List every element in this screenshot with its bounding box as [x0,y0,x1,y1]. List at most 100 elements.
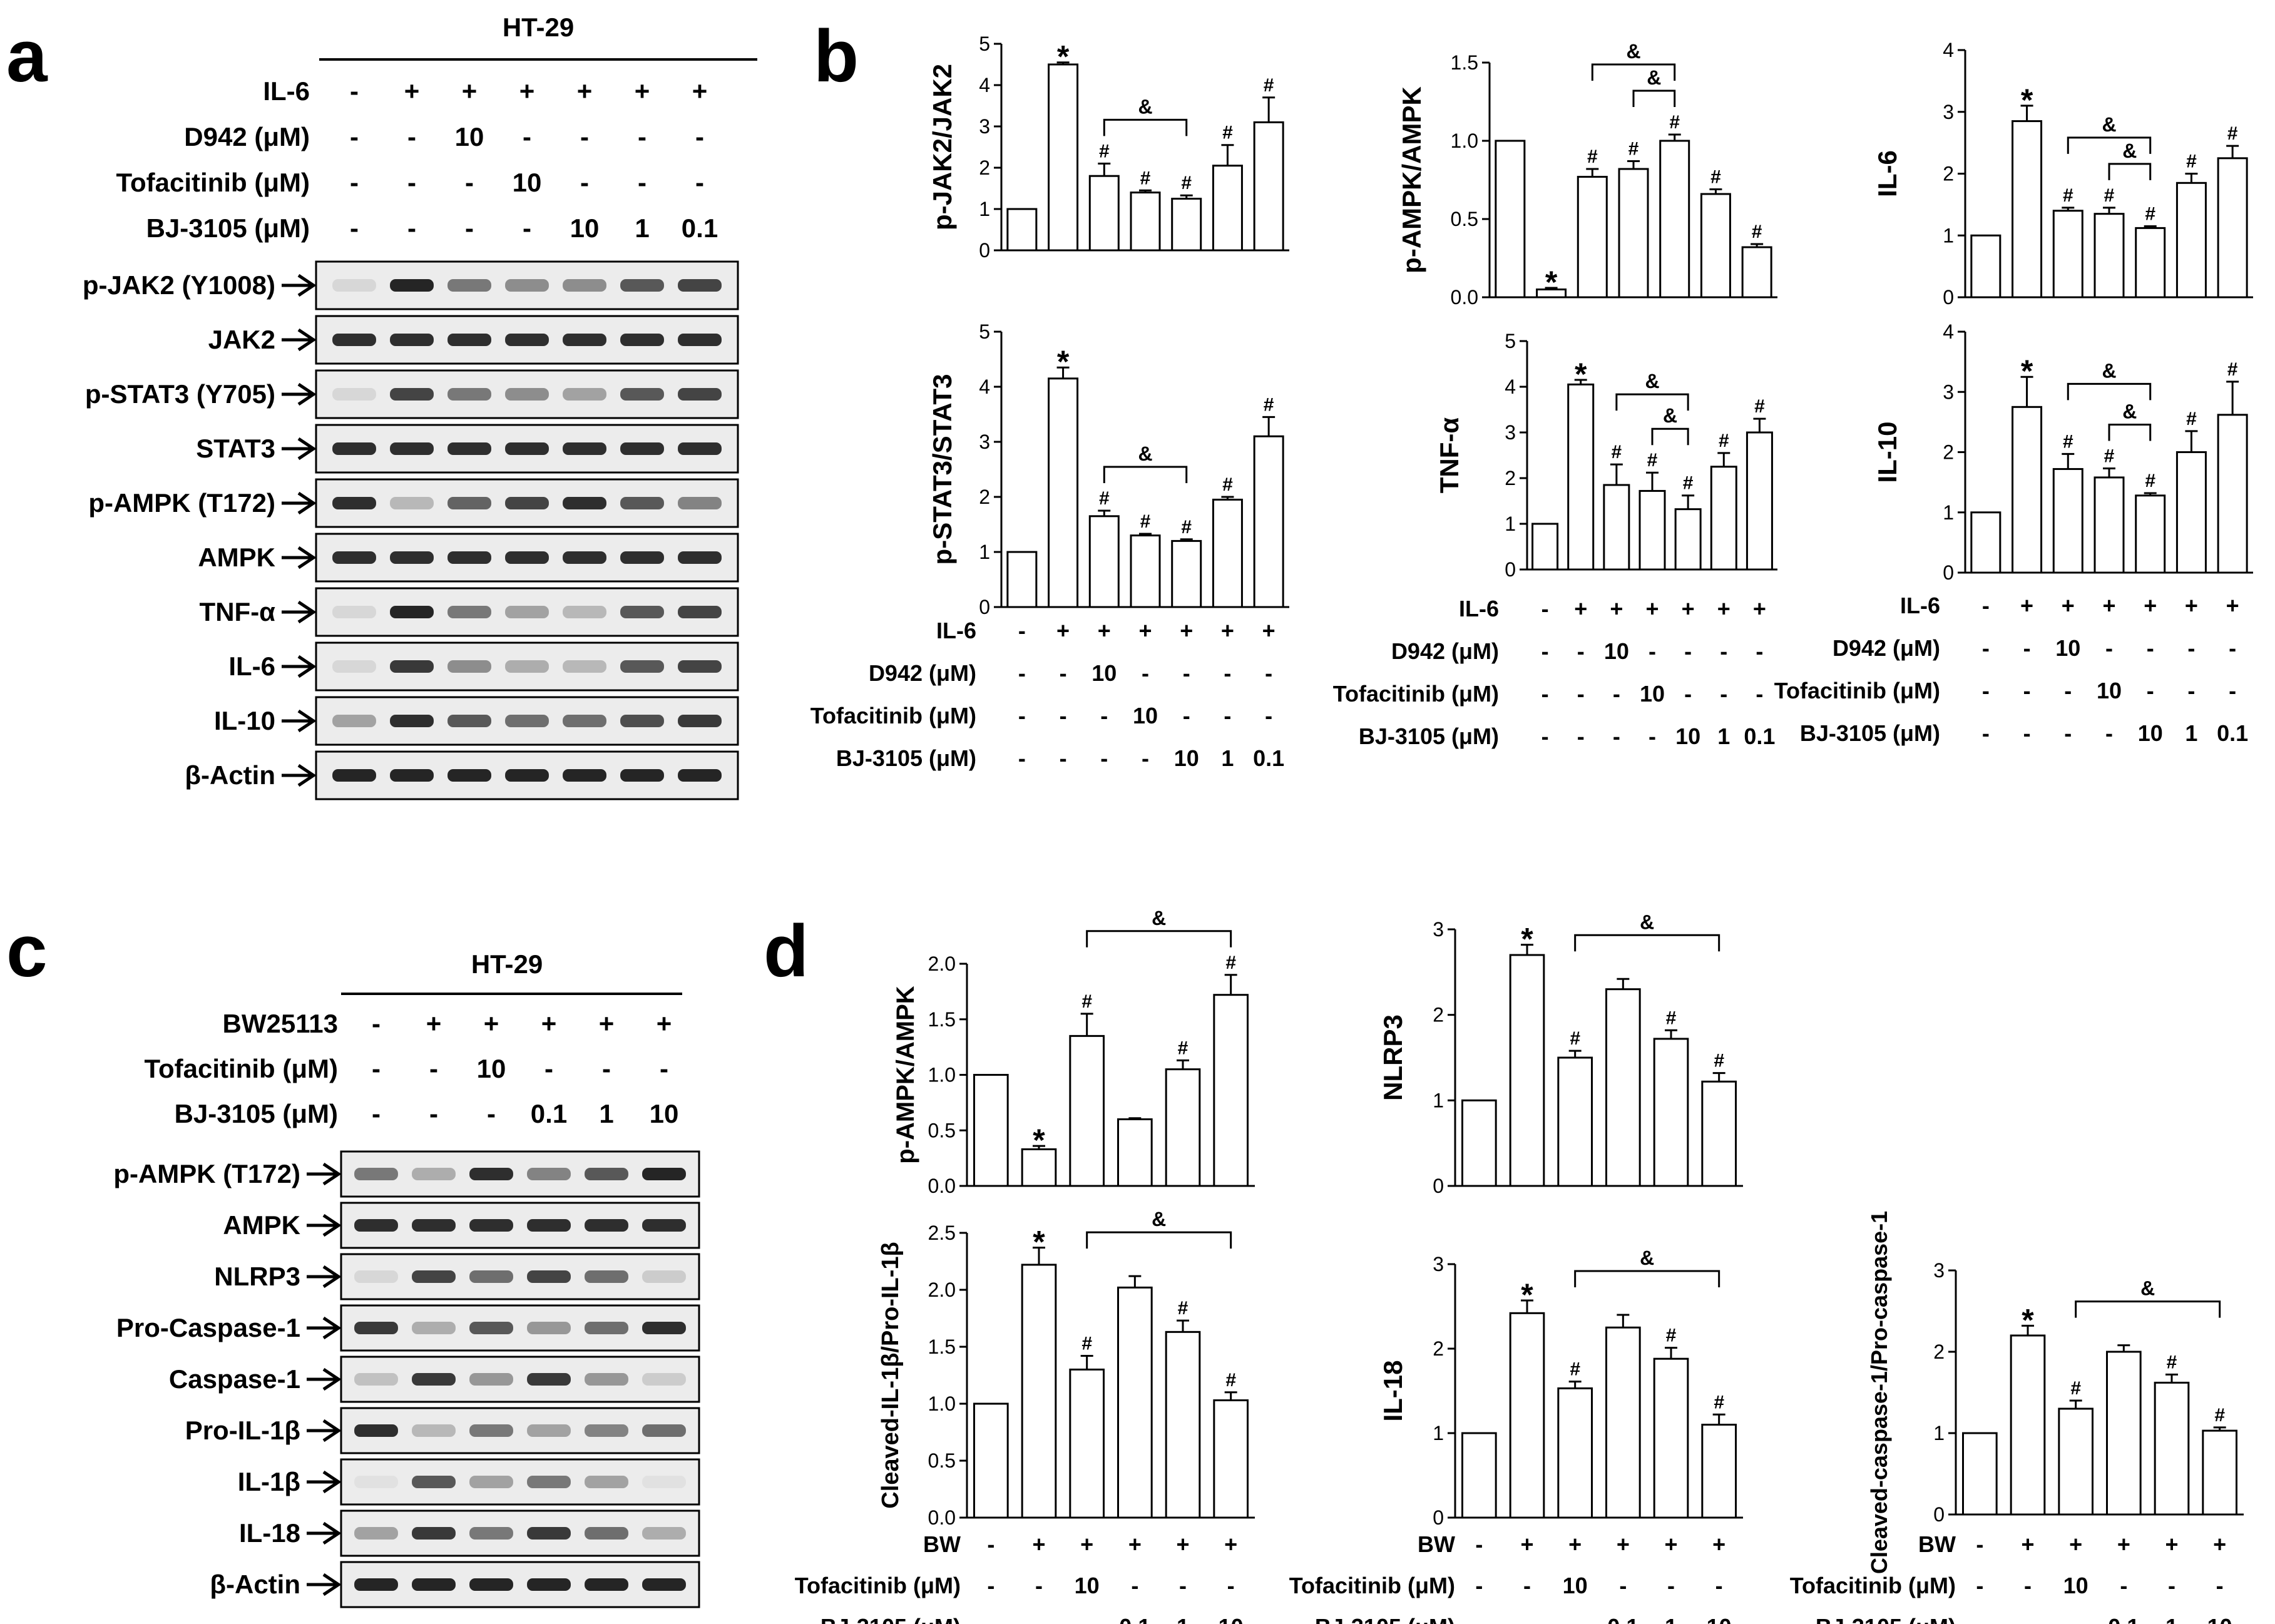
treatment-value: - [638,122,647,151]
bar-3 [1605,988,1641,1187]
condition-value: - [2024,1573,2032,1598]
condition-value: - [1475,1531,1483,1557]
condition-value: + [1128,1531,1142,1557]
blot-band [354,1270,398,1283]
blot-box [340,1304,700,1352]
condition-value: 10 [1640,681,1665,707]
y-axis-label: IL-18 [1378,1360,1408,1421]
significance-bracket [2067,136,2152,154]
bracket-label: & [1640,911,1654,933]
condition-value: - [2064,678,2072,703]
bracket-label: & [1138,95,1152,118]
panel-letter-b: b [814,15,859,98]
condition-value: 0.1 [1119,1614,1150,1624]
bar-1 [1048,377,1079,608]
significance-mark: # [1222,123,1233,143]
blot-band [585,1527,628,1540]
y-tick-label: 1 [1943,224,1954,247]
significance-mark: # [1714,1392,1724,1412]
condition-value: - [1100,745,1108,771]
blot-band [678,334,722,346]
bar-5 [1212,498,1243,608]
y-tick-label: 2 [979,486,990,508]
y-axis-label: TNF-α [1434,417,1464,494]
blot-band [585,1578,628,1591]
treatment-label: BW25113 [223,1009,338,1038]
y-tick-label: 0.0 [928,1506,956,1529]
bar-0 [1970,234,2001,299]
blot-arrow-head [297,328,317,352]
significance-mark: # [1178,1298,1189,1319]
significance-bracket [2108,163,2152,180]
blot-band [354,1424,398,1437]
condition-value: - [2229,635,2236,661]
condition-value: + [2165,1531,2178,1557]
significance-mark: # [1181,517,1192,538]
y-tick-label: 2 [1943,441,1954,464]
bar-3 [1117,1118,1153,1187]
y-tick-label: 3 [1505,421,1516,444]
treatment-value: - [487,1099,496,1128]
blot-band [469,1270,513,1283]
condition-value: 10 [2063,1573,2088,1598]
bar-1 [1509,954,1545,1187]
significance-mark: * [2021,83,2033,118]
y-axis-label: p-AMPK/AMPK [892,986,919,1164]
y-axis-label: Cleaved-IL-1β/Pro-IL-1β [877,1242,904,1508]
y-tick-label: 3 [1433,918,1444,941]
condition-value: - [1541,681,1549,707]
y-tick-label: 3 [979,431,990,453]
blot-band [585,1373,628,1386]
condition-value: - [1715,1573,1723,1598]
condition-value: - [2023,678,2031,703]
y-tick-label: 1 [1943,501,1954,524]
bar-2 [1603,484,1630,571]
blot-band [678,660,722,673]
y-tick-label: 2 [979,156,990,179]
y-tick-label: 0 [1943,561,1954,584]
bar-2 [1557,1387,1593,1519]
blot-band [332,606,376,618]
bar-3 [2094,213,2125,299]
condition-value: - [1018,703,1026,728]
condition-value: - [1976,1573,1983,1598]
significance-bracket [2108,423,2152,441]
blot-band [412,1527,456,1540]
blot-box [340,1253,700,1300]
significance-mark: # [1264,394,1274,415]
condition-value: - [1649,638,1656,664]
treatment-label: IL-6 [263,76,310,106]
y-tick-label: 2.0 [928,1279,956,1301]
treatment-value: + [577,76,593,106]
significance-mark: * [1545,265,1558,300]
blot-box [340,1356,700,1403]
bracket-label: & [2102,359,2116,382]
condition-value: 10 [2138,720,2163,746]
condition-value: 10 [1604,638,1629,664]
condition-value: + [1682,596,1695,621]
y-tick-label: 1 [1433,1422,1444,1444]
significance-mark: # [2186,151,2197,172]
y-tick-label: 0.0 [928,1175,956,1197]
blot-band [390,442,434,455]
condition-value: + [1138,618,1152,643]
treatment-value: - [350,168,359,197]
significance-mark: # [2227,123,2238,144]
blot-band [332,388,376,401]
y-tick-label: 2 [1943,163,1954,185]
condition-value: - [1142,745,1149,771]
y-tick-label: 0 [1433,1506,1444,1529]
y-tick-label: 1.5 [1451,51,1478,74]
y-tick-label: 0 [1433,1175,1444,1197]
blot-arrow-head [322,1316,342,1340]
blot-band [412,1578,456,1591]
condition-value: + [1262,618,1276,643]
blot-band [469,1578,513,1591]
significance-mark: # [1225,952,1236,973]
blot-label: p-JAK2 (Y1008) [83,270,275,300]
blot-arrow-head [322,1265,342,1289]
significance-mark: # [2104,185,2115,206]
blot-band [505,388,549,401]
condition-value: - [1142,660,1149,686]
